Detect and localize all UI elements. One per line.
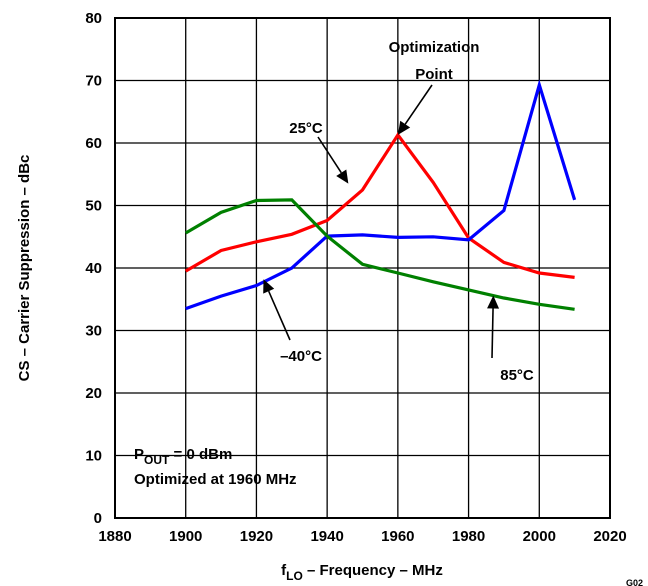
y-tick-label: 50 [85, 198, 102, 215]
y-axis-title: CS – Carrier Suppression – dBc [16, 155, 33, 382]
y-tick-label: 30 [85, 323, 102, 340]
x-tick-label: 1980 [452, 528, 485, 545]
y-tick-label: 0 [94, 510, 102, 527]
x-tick-label: 1880 [98, 528, 131, 545]
x-axis-title: fLO – Frequency – MHz [281, 562, 443, 583]
arrow-25c [317, 136, 349, 184]
series-line-0 [184, 132, 575, 279]
arrow-layer [263, 84, 500, 359]
condition-pout-main: P [134, 446, 144, 463]
arrow-85c [487, 295, 500, 359]
x-tick-label: 2020 [593, 528, 626, 545]
label-85c: 85°C [500, 367, 534, 384]
label-25c: 25°C [289, 120, 323, 137]
x-tick-label: 1940 [310, 528, 343, 545]
series-line-2 [184, 198, 575, 311]
series-line-1 [185, 79, 577, 311]
y-tick-label: 80 [85, 10, 102, 27]
figure-id: G02 [626, 578, 643, 586]
arrow-minus40c [263, 279, 291, 341]
optimization-point-label-line1: Optimization [389, 39, 480, 56]
y-tick-label: 60 [85, 135, 102, 152]
condition-pout: POUT = 0 dBm [134, 446, 232, 467]
tick-label-layer: 1880 1900 1920 1940 1960 1980 2000 2020 0 10 20 30 4… [85, 10, 626, 545]
label-minus40c: –40°C [280, 348, 322, 365]
y-tick-label: 40 [85, 260, 102, 277]
optimization-point-label-line2: Point [415, 66, 453, 83]
y-tick-label: 10 [85, 448, 102, 465]
optimization-arrow [397, 84, 433, 135]
x-tick-label: 2000 [523, 528, 556, 545]
condition-pout-rest: = 0 dBm [169, 446, 232, 463]
x-tick-label: 1960 [381, 528, 414, 545]
y-tick-label: 20 [85, 385, 102, 402]
x-axis-title-main: f [281, 562, 287, 579]
x-axis-title-sub: LO [286, 569, 303, 583]
x-tick-label: 1900 [169, 528, 202, 545]
series-layer [184, 79, 577, 311]
plot-frame [114, 17, 611, 519]
x-axis-title-rest: – Frequency – MHz [303, 562, 443, 579]
condition-optimized: Optimized at 1960 MHz [134, 471, 297, 488]
x-tick-label: 1920 [240, 528, 273, 545]
y-tick-label: 70 [85, 73, 102, 90]
condition-pout-sub: OUT [144, 453, 170, 467]
